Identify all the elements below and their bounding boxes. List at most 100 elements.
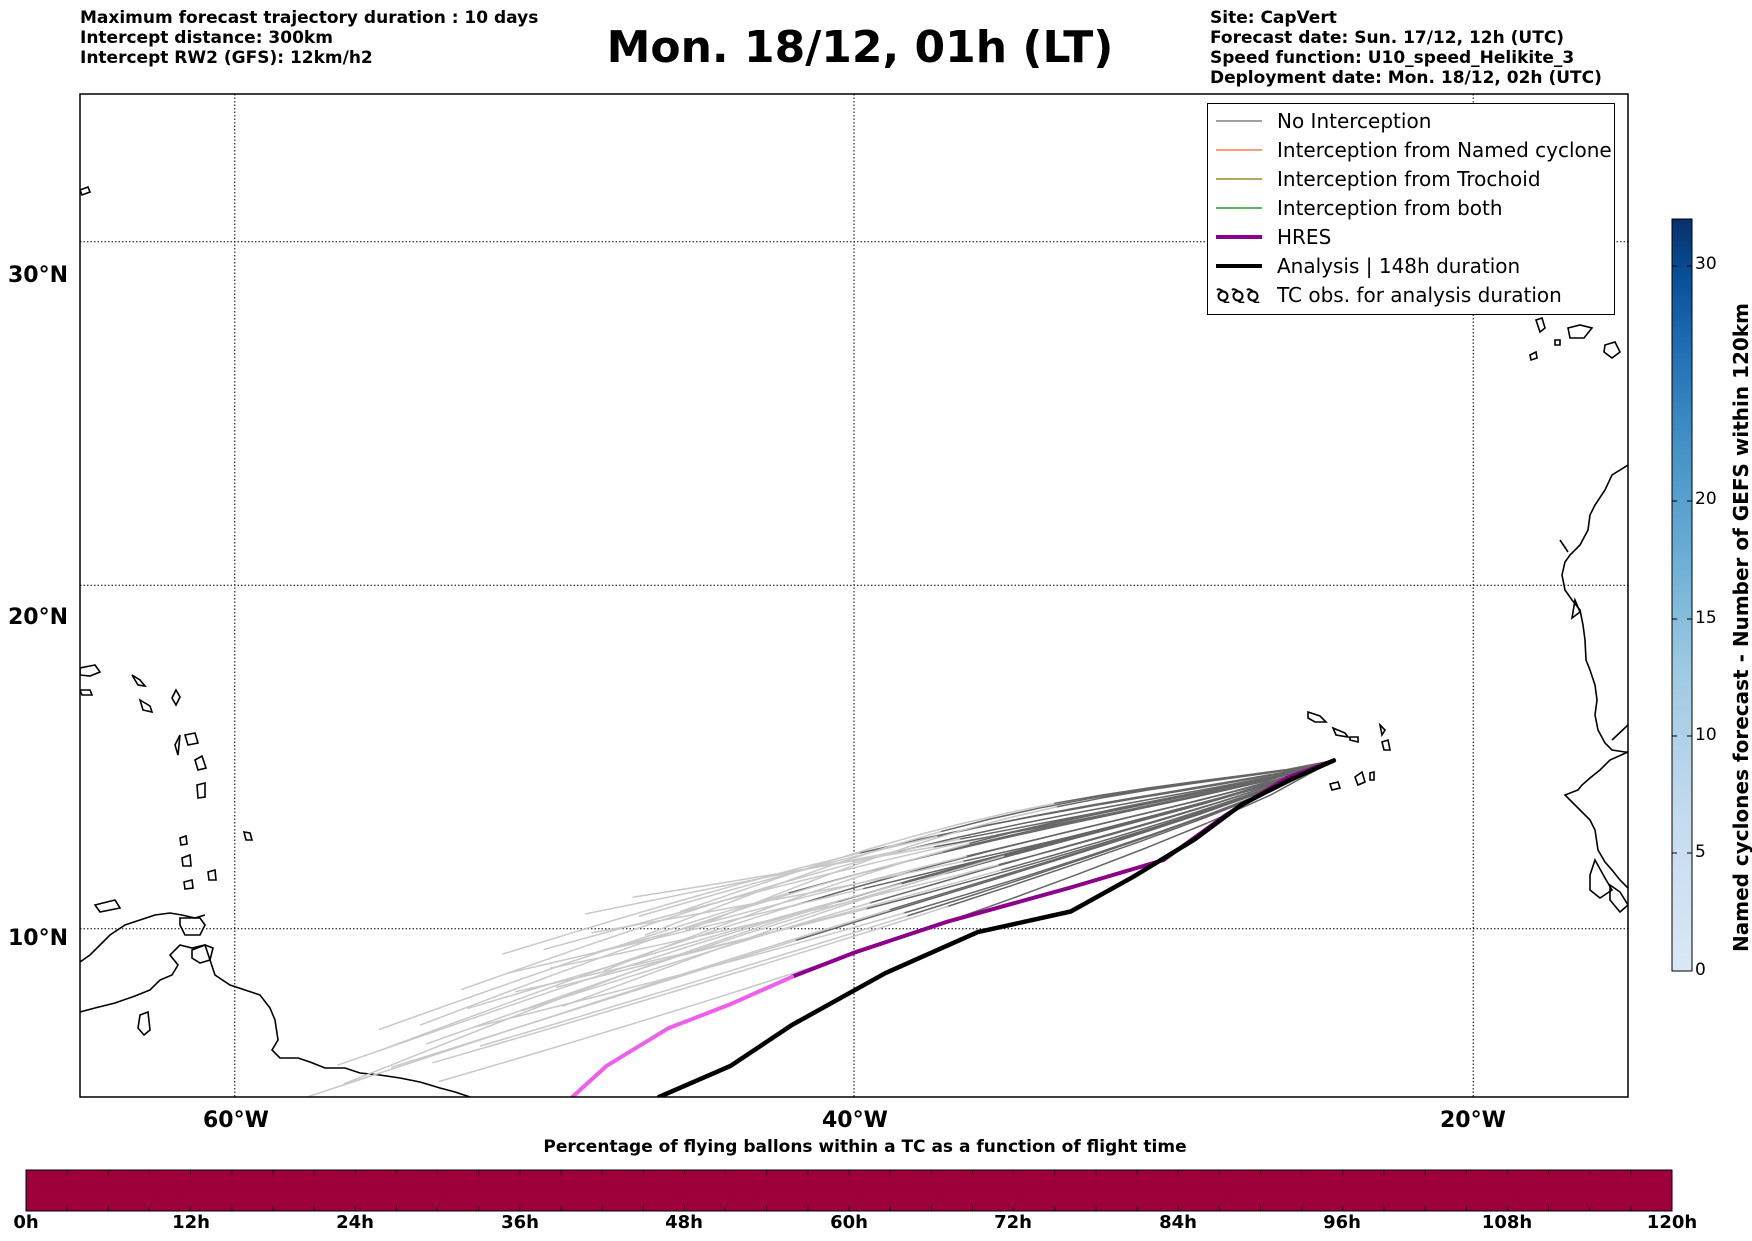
ensemble-trajectory-near	[865, 759, 1335, 910]
ensemble-trajectory-far	[384, 905, 793, 1050]
lat-label-10n: 10°N	[8, 926, 69, 951]
time-bar-tick-label: 108h	[1481, 1212, 1533, 1233]
ensemble-trajectory-near	[959, 759, 1335, 840]
ensemble-trajectory-far	[467, 883, 902, 1010]
legend-label: TC obs. for analysis duration	[1277, 283, 1562, 307]
coastline-island	[179, 917, 206, 936]
coastline-west-africa	[1609, 883, 1628, 914]
lon-label-40w: 40°W	[822, 1108, 888, 1133]
colorbar-tick-label: 0	[1695, 960, 1706, 980]
ensemble-trajectory-near	[1053, 759, 1335, 805]
ensemble-trajectory-near	[794, 759, 1335, 942]
ensemble-trajectory-far	[556, 869, 1002, 988]
lon-label-20w: 20°W	[1440, 1108, 1506, 1133]
colorbar-rect	[1671, 218, 1693, 972]
coastline-island	[181, 853, 192, 867]
time-bar-tick-label: 60h	[830, 1212, 868, 1233]
ensemble-trajectory-far	[461, 850, 899, 991]
legend-label: HRES	[1277, 225, 1332, 249]
colorbar-tick-label: 15	[1695, 608, 1717, 628]
coastline-capeverde	[1381, 738, 1391, 751]
map-area	[80, 94, 1628, 1097]
legend-item-trochoid: Interception from Trochoid	[1216, 165, 1541, 193]
coastline-island	[138, 698, 154, 714]
coastline-island	[80, 664, 102, 677]
time-bar-tick-label: 24h	[336, 1212, 374, 1233]
ensemble-trajectory-far	[679, 802, 1055, 913]
colorbar-tick-label: 10	[1695, 725, 1717, 745]
colorbar-tick-label: 20	[1695, 489, 1717, 509]
coastline-capeverde	[1349, 736, 1359, 744]
time-bar-tick-label: 12h	[172, 1212, 210, 1233]
time-bar-tick-label: 72h	[994, 1212, 1032, 1233]
legend-item-tc-obs: TC obs. for analysis duration	[1216, 281, 1562, 309]
coastline-canary	[1554, 339, 1561, 346]
time-bar-ticks	[25, 1170, 1673, 1211]
hres-trajectory-far	[570, 974, 795, 1097]
coastline-capeverde	[1331, 726, 1350, 739]
ensemble-trajectory-far	[584, 838, 961, 915]
time-bar-title: Percentage of flying ballons within a TC…	[543, 1137, 1187, 1157]
coastline-capeverde	[1369, 770, 1375, 781]
time-bar-tick-label: 96h	[1323, 1212, 1361, 1233]
coastline-west-africa	[1570, 597, 1581, 620]
coastline-island	[137, 1010, 151, 1037]
coastline-west-africa	[1561, 464, 1628, 753]
ensemble-trajectory-far	[473, 912, 905, 1028]
ensemble-trajectory-far	[591, 860, 964, 934]
legend: No Interception Interception from Named …	[1207, 103, 1615, 315]
legend-label: Analysis | 148h duration	[1277, 254, 1521, 278]
trajectory-layer	[304, 758, 1337, 1097]
header-left-line: Intercept RW2 (GFS): 12km/h2	[80, 48, 373, 68]
page-title: Mon. 18/12, 01h (LT)	[606, 22, 1114, 73]
lat-label-30n: 30°N	[8, 263, 69, 288]
coastline-canary	[1534, 316, 1546, 334]
coastline-island	[131, 674, 147, 688]
coastline-island	[171, 688, 181, 707]
coastline-capeverde	[1354, 770, 1366, 787]
ensemble-trajectory-far	[479, 915, 908, 1047]
ensemble-trajectory-far	[378, 892, 790, 1031]
coastline-capeverde	[1378, 722, 1387, 738]
coastline-west-africa	[1563, 751, 1628, 889]
ensemble-trajectory-near	[949, 759, 1335, 922]
ensemble-trajectory-near	[932, 759, 1335, 848]
coastline-canary	[1529, 350, 1538, 362]
analysis-trajectory	[656, 758, 1337, 1097]
header-left-line: Intercept distance: 300km	[80, 28, 333, 48]
ensemble-trajectory-far	[520, 902, 871, 1012]
coastline-island	[80, 185, 92, 197]
legend-label: Interception from Trochoid	[1277, 167, 1541, 191]
legend-item-named-cyclone: Interception from Named cyclone	[1216, 136, 1612, 164]
legend-line	[1216, 207, 1262, 209]
legend-label: No Interception	[1277, 109, 1432, 133]
tc-symbol-icon	[1216, 288, 1260, 303]
coastline-island	[196, 781, 206, 799]
ensemble-trajectory-far	[432, 905, 949, 1064]
ensemble-trajectory-far	[686, 806, 1058, 932]
legend-label: Interception from Named cyclone	[1277, 138, 1612, 162]
header-right: Site: CapVert Forecast date: Sun. 17/12,…	[1210, 8, 1602, 88]
coastline-island	[194, 754, 208, 771]
legend-item-no-interception: No Interception	[1216, 107, 1431, 135]
coastline-capeverde	[1328, 781, 1342, 791]
coastline-island	[183, 879, 194, 890]
legend-label: Interception from both	[1277, 196, 1503, 220]
legend-line	[1216, 235, 1262, 239]
ensemble-trajectory-far	[597, 855, 967, 953]
ensemble-trajectory-far	[508, 888, 864, 974]
coastlines	[80, 185, 1628, 1097]
ensemble-trajectory-far	[502, 852, 860, 955]
ensemble-trajectory-near	[1055, 759, 1335, 808]
header-right-line: Deployment date: Mon. 18/12, 02h (UTC)	[1210, 68, 1602, 88]
coastline-capeverde	[1307, 710, 1328, 723]
coastline-island	[93, 899, 122, 913]
time-bar-tick-label: 0h	[13, 1212, 39, 1233]
time-bar-tick-label: 48h	[665, 1212, 703, 1233]
header-right-line: Speed function: U10_speed_Helikite_3	[1210, 48, 1575, 68]
coastline-island	[183, 732, 200, 746]
ensemble-trajectory-far	[562, 855, 1005, 1007]
coastline-venezuela-gulf	[80, 912, 206, 963]
ensemble-trajectory-far	[644, 830, 942, 936]
